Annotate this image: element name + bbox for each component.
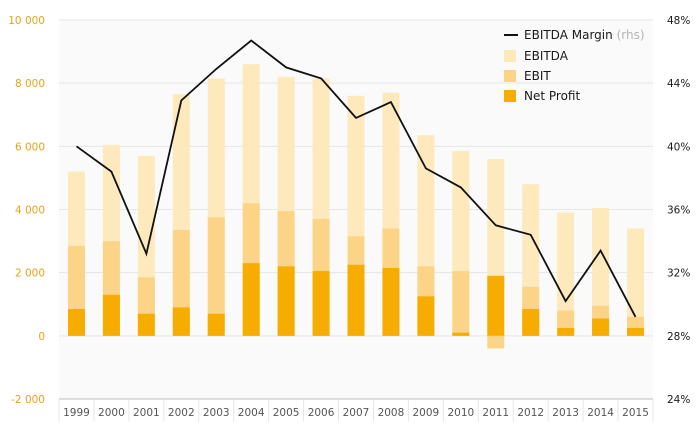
legend-swatch-net-profit xyxy=(504,90,516,102)
x-tick-label-2015: 2015 xyxy=(622,407,649,419)
y-right-tick-label: 48% xyxy=(667,15,690,27)
y-left-tick-label: 10 000 xyxy=(8,15,45,27)
x-tick-label-1999: 1999 xyxy=(63,407,90,419)
bar-net-profit-2012 xyxy=(522,308,540,336)
legend-swatch-ebitda xyxy=(504,50,516,62)
bar-net-profit-2011 xyxy=(487,275,505,336)
bar-net-profit-2015 xyxy=(627,327,645,336)
bar-net-profit-2004 xyxy=(242,263,260,336)
bar-net-profit-2006 xyxy=(312,271,330,336)
y-right-tick-label: 36% xyxy=(667,205,690,217)
bar-net-profit-2003 xyxy=(207,313,225,336)
bar-net-profit-2010 xyxy=(452,332,470,336)
x-tick-label-2014: 2014 xyxy=(587,407,614,419)
axes: -2 000 0 2 000 4 000 6 000 8 000 10 000 24% 28% 3… xyxy=(8,15,690,421)
y-right-tick-label: 32% xyxy=(667,268,690,280)
x-tick-label-2002: 2002 xyxy=(168,407,195,419)
bar-ebitda-2013 xyxy=(557,212,575,336)
bar-net-profit-2002 xyxy=(172,307,190,336)
x-tick-label-2010: 2010 xyxy=(447,407,474,419)
x-tick-label-2013: 2013 xyxy=(552,407,579,419)
margin-line-group xyxy=(75,39,637,318)
y-left-tick-label: 4 000 xyxy=(15,205,45,217)
y-left-tick-label: 8 000 xyxy=(15,78,45,90)
legend-label-net-profit: Net Profit xyxy=(524,89,580,103)
x-tick-label-2007: 2007 xyxy=(343,407,370,419)
x-tick-label-2003: 2003 xyxy=(203,407,230,419)
y-right-tick-label: 24% xyxy=(667,394,690,406)
x-tick-label-2006: 2006 xyxy=(308,407,335,419)
bar-net-profit-2014 xyxy=(592,318,610,336)
bar-net-profit-2009 xyxy=(417,296,435,336)
y-left-tick-label: -2 000 xyxy=(11,394,45,406)
y-left-tick-label: 6 000 xyxy=(15,141,45,153)
bar-net-profit-2008 xyxy=(382,267,400,336)
legend-label-ebitda: EBITDA xyxy=(524,49,569,63)
legend-label-ebitda-margin: EBITDA Margin (rhs) xyxy=(524,28,645,42)
bar-ebitda-2014 xyxy=(592,207,610,336)
bar-ebit-2003 xyxy=(207,217,225,336)
bar-net-profit-2001 xyxy=(137,313,155,336)
bar-ebit-2011 xyxy=(487,335,505,349)
x-tick-label-2009: 2009 xyxy=(413,407,440,419)
bar-ebit-2010 xyxy=(452,271,470,336)
x-tick-label-2000: 2000 xyxy=(98,407,125,419)
bar-net-profit-1999 xyxy=(67,308,85,336)
y-left-tick-label: 0 xyxy=(38,331,45,343)
y-left-tick-label: 2 000 xyxy=(15,268,45,280)
legend-label-ebit: EBIT xyxy=(524,69,551,83)
y-right-tick-label: 28% xyxy=(667,331,690,343)
bar-net-profit-2000 xyxy=(102,294,120,336)
bar-net-profit-2005 xyxy=(277,266,295,336)
x-tick-label-2001: 2001 xyxy=(133,407,160,419)
x-tick-label-2005: 2005 xyxy=(273,407,300,419)
ebitda-margin-line xyxy=(75,39,637,318)
y-right-tick-label: 44% xyxy=(667,78,690,90)
legend: EBITDA Margin (rhs) EBITDA EBIT Net Prof… xyxy=(504,28,645,103)
x-tick-label-2008: 2008 xyxy=(378,407,405,419)
bar-net-profit-2007 xyxy=(347,264,365,336)
bar-net-profit-2013 xyxy=(557,327,575,336)
y-right-tick-label: 40% xyxy=(667,141,690,153)
x-tick-label-2004: 2004 xyxy=(238,407,265,419)
legend-swatch-ebit xyxy=(504,70,516,82)
x-tick-label-2012: 2012 xyxy=(517,407,544,419)
x-tick-label-2011: 2011 xyxy=(482,407,509,419)
